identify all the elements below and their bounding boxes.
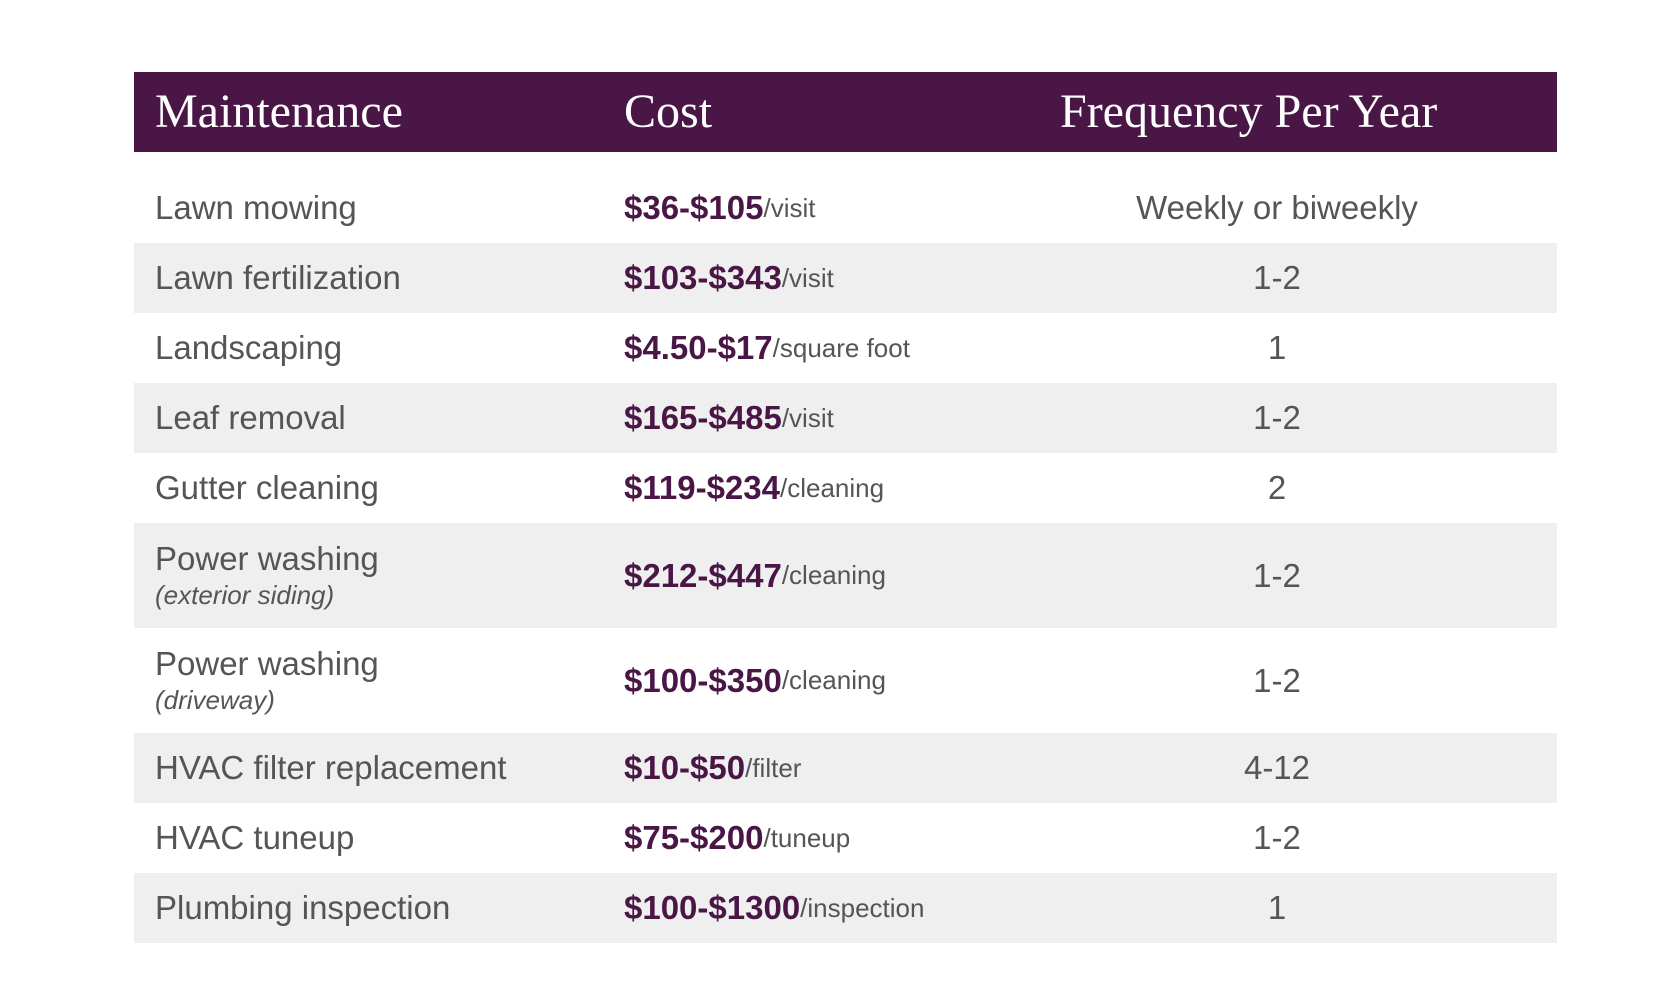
cost-cell: $103-$343/visit <box>624 243 834 313</box>
maintenance-cell: Gutter cleaning <box>155 453 379 523</box>
cost-range: $103-$343 <box>624 259 782 296</box>
maintenance-name: Lawn fertilization <box>155 259 401 296</box>
maintenance-cell: HVAC tuneup <box>155 803 354 873</box>
cost-unit: /visit <box>781 402 834 433</box>
table-row: HVAC filter replacement $10-$50/filter 4-1… <box>134 733 1557 803</box>
table-row: Plumbing inspection $100-$1300/inspection… <box>134 873 1557 943</box>
table-row: HVAC tuneup $75-$200/tuneup 1-2 <box>134 803 1557 873</box>
table-body: Lawn mowing $36-$105/visit Weekly or biwee… <box>134 173 1557 943</box>
maintenance-cell: Power washing (driveway) <box>155 628 379 733</box>
cost-unit: /filter <box>745 752 802 783</box>
header-cell: Maintenance <box>155 85 403 138</box>
header-cell: Frequency Per Year <box>1060 85 1438 138</box>
maintenance-name: Landscaping <box>155 329 343 366</box>
cost-cell: $75-$200/tuneup <box>624 803 850 873</box>
table-row: Leaf removal $165-$485/visit 1-2 <box>134 383 1557 453</box>
cost-unit: /cleaning <box>781 665 886 695</box>
frequency-cell: 1-2 <box>1253 819 1301 856</box>
maintenance-name: Gutter cleaning <box>155 469 379 506</box>
cost-range: $4.50-$17 <box>624 329 773 366</box>
cost-range: $100-$350 <box>624 661 782 699</box>
cost-unit: /tuneup <box>763 822 851 853</box>
cost-cell: $4.50-$17/square foot <box>624 313 910 383</box>
frequency-cell: 1 <box>1267 329 1287 366</box>
cost-range: $212-$447 <box>624 556 782 594</box>
table-row: Landscaping $4.50-$17/square foot 1 <box>134 313 1557 383</box>
maintenance-cell: Lawn mowing <box>155 173 357 243</box>
frequency-cell: 4-12 <box>1243 749 1311 786</box>
table-row: Power washing (exterior siding) $212-$447/… <box>134 523 1557 628</box>
frequency-cell: 1-2 <box>1253 556 1301 594</box>
maintenance-cell: Power washing (exterior siding) <box>155 523 379 628</box>
frequency-cell: 2 <box>1267 469 1287 506</box>
frequency-cell: 1-2 <box>1253 661 1301 699</box>
cost-cell: $212-$447/cleaning <box>624 523 886 628</box>
maintenance-name: HVAC filter replacement <box>155 749 507 786</box>
table-row: Gutter cleaning $119-$234/cleaning 2 <box>134 453 1557 523</box>
maintenance-cell: Plumbing inspection <box>155 873 450 943</box>
maintenance-table: Maintenance Cost Frequency Per Year Lawn… <box>134 72 1557 943</box>
cost-cell: $10-$50/filter <box>624 733 801 803</box>
maintenance-name: Power washing <box>155 540 379 577</box>
cost-unit: /square foot <box>772 332 910 363</box>
maintenance-name: HVAC tuneup <box>155 819 355 856</box>
maintenance-note: (driveway) <box>155 685 275 715</box>
cost-unit: /cleaning <box>780 472 885 503</box>
maintenance-name: Plumbing inspection <box>155 889 451 926</box>
maintenance-name: Leaf removal <box>155 399 346 436</box>
cost-range: $10-$50 <box>624 749 746 786</box>
frequency-cell: 1-2 <box>1253 399 1301 436</box>
frequency-cell: Weekly or biweekly <box>1136 189 1418 226</box>
cost-unit: /cleaning <box>781 560 886 590</box>
table-header: Maintenance Cost Frequency Per Year <box>134 72 1557 152</box>
cost-cell: $36-$105/visit <box>624 173 815 243</box>
frequency-cell: 1-2 <box>1253 259 1301 296</box>
maintenance-cell: Lawn fertilization <box>155 243 401 313</box>
cost-cell: $100-$1300/inspection <box>624 873 924 943</box>
frequency-cell: 1 <box>1267 889 1287 926</box>
cost-unit: /visit <box>763 192 816 223</box>
cost-range: $165-$485 <box>624 399 782 436</box>
maintenance-cell: Landscaping <box>155 313 342 383</box>
cost-range: $36-$105 <box>624 189 764 226</box>
cost-range: $75-$200 <box>624 819 764 856</box>
table-row: Lawn fertilization $103-$343/visit 1-2 <box>134 243 1557 313</box>
maintenance-name: Power washing <box>155 645 379 682</box>
cost-unit: /visit <box>781 262 834 293</box>
cost-cell: $100-$350/cleaning <box>624 628 886 733</box>
header-cell: Cost <box>624 85 713 138</box>
maintenance-note: (exterior siding) <box>155 580 335 610</box>
maintenance-name: Lawn mowing <box>155 189 357 226</box>
cost-unit: /inspection <box>800 892 925 923</box>
cost-range: $119-$234 <box>624 469 780 506</box>
table-row: Lawn mowing $36-$105/visit Weekly or biwee… <box>134 173 1557 243</box>
cost-cell: $165-$485/visit <box>624 383 834 453</box>
maintenance-cell: HVAC filter replacement <box>155 733 507 803</box>
cost-cell: $119-$234/cleaning <box>624 453 884 523</box>
table-row: Power washing (driveway) $100-$350/cleanin… <box>134 628 1557 733</box>
maintenance-cell: Leaf removal <box>155 383 346 453</box>
cost-range: $100-$1300 <box>624 889 801 926</box>
